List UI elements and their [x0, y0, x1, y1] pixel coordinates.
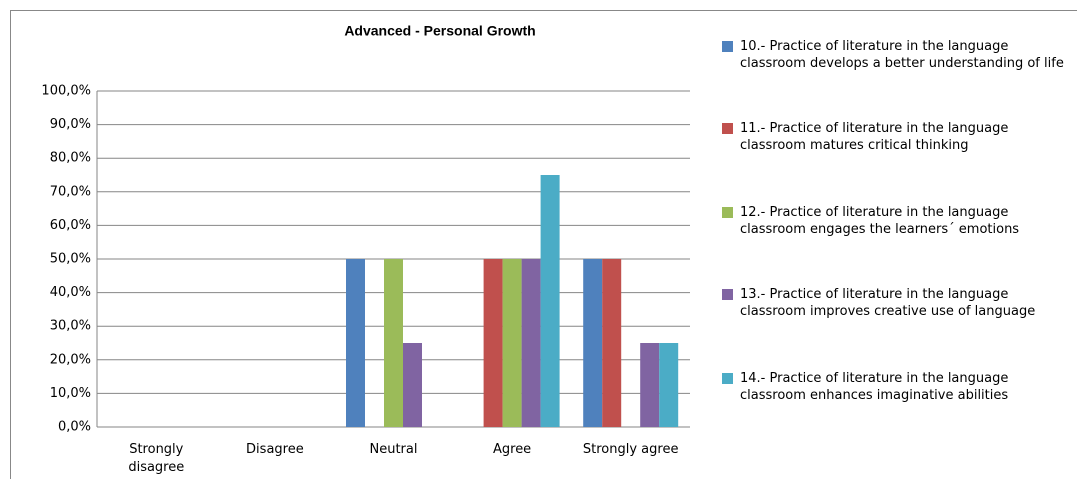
legend-swatch [722, 123, 733, 134]
bar [583, 259, 603, 427]
legend-label: 13.- Practice of literature in the langu… [740, 287, 1036, 319]
bar [403, 343, 422, 427]
bar [602, 259, 622, 427]
bar [640, 343, 660, 427]
y-tick-label: 80,0% [50, 151, 91, 166]
bar [521, 259, 541, 427]
y-tick-label: 30,0% [50, 319, 91, 334]
bar [502, 259, 522, 427]
y-tick-label: 50,0% [50, 252, 91, 267]
legend-swatch [722, 207, 733, 218]
x-tick-label: Agree [492, 442, 532, 457]
bar [659, 343, 679, 427]
bar [384, 259, 403, 427]
legend-label: 11.- Practice of literature in the langu… [740, 121, 1009, 153]
chart-border [10, 10, 1077, 479]
x-tick-label: Strongly agree [582, 442, 679, 457]
y-tick-label: 0,0% [58, 420, 91, 435]
x-tick-label: Strongly disagree [128, 442, 185, 475]
legend-label: 14.- Practice of literature in the langu… [740, 371, 1009, 403]
legend-swatch [722, 373, 733, 384]
x-tick-label: Disagree [246, 442, 304, 457]
legend-label: 12.- Practice of literature in the langu… [740, 205, 1020, 237]
chart-title: Advanced - Personal Growth [344, 23, 535, 39]
y-tick-label: 60,0% [50, 218, 91, 233]
y-tick-label: 100,0% [41, 84, 91, 99]
y-tick-label: 90,0% [50, 117, 91, 132]
legend-swatch [722, 289, 733, 300]
y-tick-label: 20,0% [50, 352, 91, 367]
bar [346, 259, 365, 427]
y-tick-label: 10,0% [50, 386, 91, 401]
y-tick-label: 70,0% [50, 184, 91, 199]
legend-label: 10.- Practice of literature in the langu… [740, 39, 1064, 71]
bar [483, 259, 503, 427]
bar [540, 175, 560, 427]
legend-swatch [722, 41, 733, 52]
x-tick-label: Neutral [369, 442, 418, 457]
y-tick-label: 40,0% [50, 285, 91, 300]
